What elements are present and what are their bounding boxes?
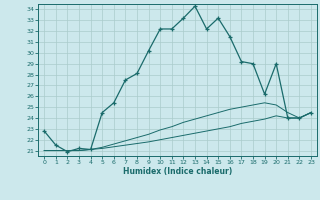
X-axis label: Humidex (Indice chaleur): Humidex (Indice chaleur) [123,167,232,176]
